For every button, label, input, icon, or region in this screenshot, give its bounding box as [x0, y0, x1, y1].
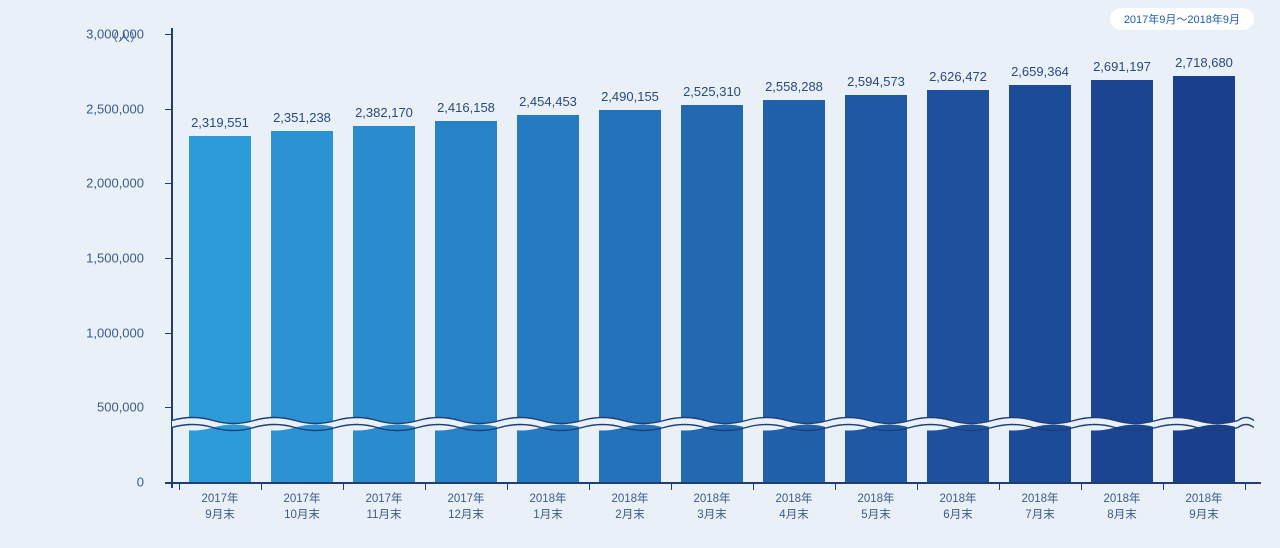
y-tick	[165, 333, 172, 334]
x-tick-label-line1: 2017年	[261, 492, 343, 508]
x-tick	[1245, 483, 1246, 490]
y-tick	[165, 407, 172, 408]
x-tick-label-line2: 5月末	[835, 508, 917, 524]
x-tick-label-line2: 9月末	[1163, 508, 1245, 524]
x-tick-label-line2: 11月末	[343, 508, 425, 524]
x-tick-label-line1: 2018年	[999, 492, 1081, 508]
y-tick-label: 1,000,000	[0, 325, 160, 340]
y-tick	[165, 183, 172, 184]
axis-break-svg	[172, 413, 1254, 435]
x-tick-label: 2018年1月末	[507, 492, 589, 523]
x-tick-label: 2018年4月末	[753, 492, 835, 523]
x-tick	[1163, 483, 1164, 490]
x-tick-label-line2: 10月末	[261, 508, 343, 524]
bar-value-label: 2,718,680	[1154, 55, 1254, 70]
date-range-pill: 2017年9月～2018年9月	[1110, 8, 1254, 30]
x-tick	[917, 483, 918, 490]
date-range-text: 2017年9月～2018年9月	[1124, 14, 1240, 26]
axis-break-wave	[172, 413, 1254, 435]
x-tick-label-line1: 2018年	[1081, 492, 1163, 508]
x-tick-label-line2: 7月末	[999, 508, 1081, 524]
x-tick-label: 2017年11月末	[343, 492, 425, 523]
x-tick	[343, 483, 344, 490]
x-tick	[507, 483, 508, 490]
y-tick-label: 0	[0, 475, 160, 490]
x-tick-label-line1: 2018年	[917, 492, 999, 508]
x-tick-label-line1: 2018年	[589, 492, 671, 508]
x-tick-label-line2: 1月末	[507, 508, 589, 524]
y-tick	[165, 34, 172, 35]
x-tick-label-line1: 2018年	[671, 492, 753, 508]
y-tick	[165, 109, 172, 110]
x-tick-label-line2: 12月末	[425, 508, 507, 524]
x-tick-label-line2: 8月末	[1081, 508, 1163, 524]
x-tick-label: 2017年9月末	[179, 492, 261, 523]
x-tick-label-line2: 4月末	[753, 508, 835, 524]
y-tick-label: 2,000,000	[0, 176, 160, 191]
x-tick	[671, 483, 672, 490]
x-tick	[1081, 483, 1082, 490]
x-tick-label: 2018年5月末	[835, 492, 917, 523]
y-tick-label: 500,000	[0, 400, 160, 415]
x-tick-label-line2: 6月末	[917, 508, 999, 524]
x-axis-line	[165, 482, 1261, 484]
x-tick-label: 2018年6月末	[917, 492, 999, 523]
x-tick	[835, 483, 836, 490]
y-tick-label: 3,000,000	[0, 27, 160, 42]
y-tick	[165, 258, 172, 259]
x-tick-label-line1: 2017年	[179, 492, 261, 508]
y-tick-label: 2,500,000	[0, 101, 160, 116]
x-tick	[425, 483, 426, 490]
x-tick	[179, 483, 180, 490]
x-tick-label-line2: 3月末	[671, 508, 753, 524]
x-tick	[589, 483, 590, 490]
x-tick-label: 2018年2月末	[589, 492, 671, 523]
x-tick	[261, 483, 262, 490]
x-tick	[753, 483, 754, 490]
x-tick-label-line1: 2018年	[507, 492, 589, 508]
x-tick-label-line1: 2017年	[343, 492, 425, 508]
x-tick-label-line2: 2月末	[589, 508, 671, 524]
x-tick-label: 2017年10月末	[261, 492, 343, 523]
y-tick-label: 1,500,000	[0, 251, 160, 266]
x-tick	[999, 483, 1000, 490]
x-tick-label: 2018年8月末	[1081, 492, 1163, 523]
x-tick-label: 2018年7月末	[999, 492, 1081, 523]
x-tick-label-line1: 2018年	[835, 492, 917, 508]
bar-chart: 2017年9月～2018年9月 （人） 2,319,5512,351,2382,…	[0, 0, 1280, 548]
x-tick-label: 2017年12月末	[425, 492, 507, 523]
x-tick-label-line1: 2018年	[1163, 492, 1245, 508]
x-tick-label-line1: 2018年	[753, 492, 835, 508]
x-tick-label: 2018年3月末	[671, 492, 753, 523]
x-tick-label-line1: 2017年	[425, 492, 507, 508]
x-tick-label: 2018年9月末	[1163, 492, 1245, 523]
x-tick-label-line2: 9月末	[179, 508, 261, 524]
y-tick	[165, 482, 172, 483]
